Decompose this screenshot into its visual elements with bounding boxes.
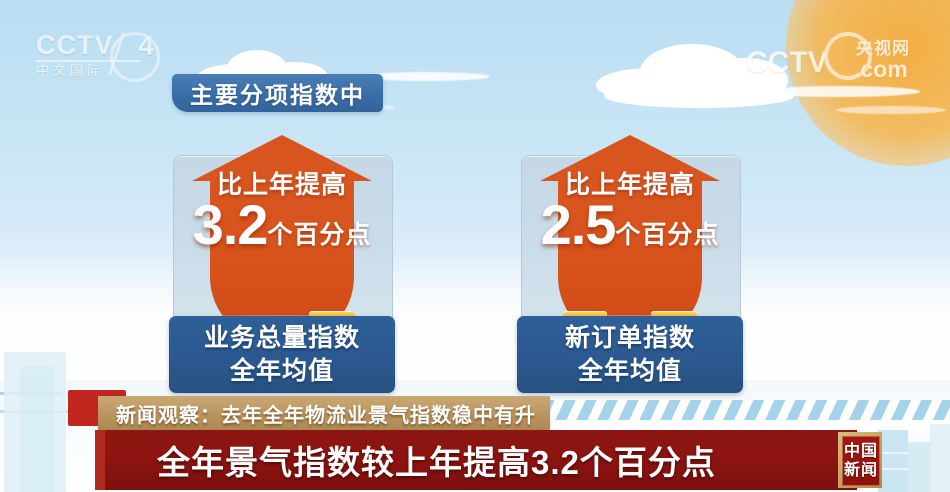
channel-bug-subtitle: 中文国际 (36, 60, 140, 79)
stat-card-value-row: 3.2 个百分点 (173, 197, 391, 253)
cloud-wisp-left (360, 72, 490, 81)
stat-card-label-line2: 全年均值 (229, 356, 334, 385)
skyline-detail-line (878, 452, 908, 454)
cloud-wisp-right (760, 86, 920, 97)
watermark-ring-icon (824, 32, 872, 80)
channel-bug: CCTV 中文国际 4 (36, 30, 160, 82)
stat-card-heading: 比上年提高 (564, 171, 695, 199)
up-arrow-head (540, 135, 720, 181)
watermark-brand: CCTV (746, 46, 828, 79)
headline-bar-left-edge (95, 430, 105, 490)
cctv-com-watermark: CCTV 央视网 .com (746, 32, 936, 86)
channel-bug-oval-icon (110, 32, 160, 82)
stat-card-label-line1: 业务总量指数 (203, 323, 360, 352)
horizon-haze (0, 250, 950, 380)
stat-card-label-line2: 全年均值 (577, 356, 682, 385)
skyline-building-right-3 (930, 424, 950, 492)
lower-third-headline-bar: 全年景气指数较上年提高3.2个百分点 (95, 430, 857, 490)
stat-card-label: 业务总量指数 全年均值 (169, 316, 395, 393)
lower-third-topic-bar: 新闻观察：去年全年物流业景气指数稳中有升 (98, 396, 550, 430)
stat-card-value-row: 2.5 个百分点 (521, 197, 739, 253)
channel-logo-badge: 中国 新闻 (838, 432, 882, 488)
stat-card-heading: 比上年提高 (216, 171, 347, 199)
channel-logo-inner: 中国 新闻 (842, 436, 880, 486)
graphic-top-banner-text: 主要分项指数中 (190, 82, 365, 108)
stat-card-unit: 个百分点 (267, 221, 372, 249)
channel-bug-name: CCTV (36, 30, 114, 60)
skyline-building-right (878, 430, 908, 492)
stat-card-label: 新订单指数 全年均值 (517, 316, 743, 393)
graphic-top-banner: 主要分项指数中 (172, 74, 383, 112)
up-arrow-head (192, 135, 372, 181)
skyline-building-right-2 (906, 442, 932, 492)
decor-stripe-band (450, 400, 950, 422)
watermark-domain: .com (854, 56, 908, 82)
cloud-wisp-right-2 (836, 106, 946, 114)
skyline-detail-line-2 (878, 468, 908, 470)
stat-card-business-volume: 比上年提高 3.2 个百分点 业务总量指数 全年均值 (169, 135, 395, 393)
lower-third-topic-text: 新闻观察：去年全年物流业景气指数稳中有升 (116, 404, 536, 427)
watermark-cn-text: 央视网 (856, 39, 910, 58)
lower-third-headline-text: 全年景气指数较上年提高3.2个百分点 (157, 444, 716, 481)
stat-card-value: 3.2 (192, 193, 269, 256)
stat-card-text: 比上年提高 3.2 个百分点 (173, 135, 391, 343)
stat-card-new-orders: 比上年提高 2.5 个百分点 新订单指数 全年均值 (517, 135, 743, 393)
stat-card-text: 比上年提高 2.5 个百分点 (521, 135, 739, 343)
stat-card-unit: 个百分点 (615, 221, 720, 249)
stat-card-label-line1: 新订单指数 (564, 323, 695, 352)
skyline-building-left-2 (20, 366, 54, 492)
stat-card-value: 2.5 (540, 193, 617, 256)
decor-white-plate (450, 420, 950, 432)
channel-logo-line1: 中国 (843, 443, 878, 460)
channel-logo-line2: 新闻 (843, 462, 878, 479)
channel-bug-number: 4 (138, 30, 154, 61)
